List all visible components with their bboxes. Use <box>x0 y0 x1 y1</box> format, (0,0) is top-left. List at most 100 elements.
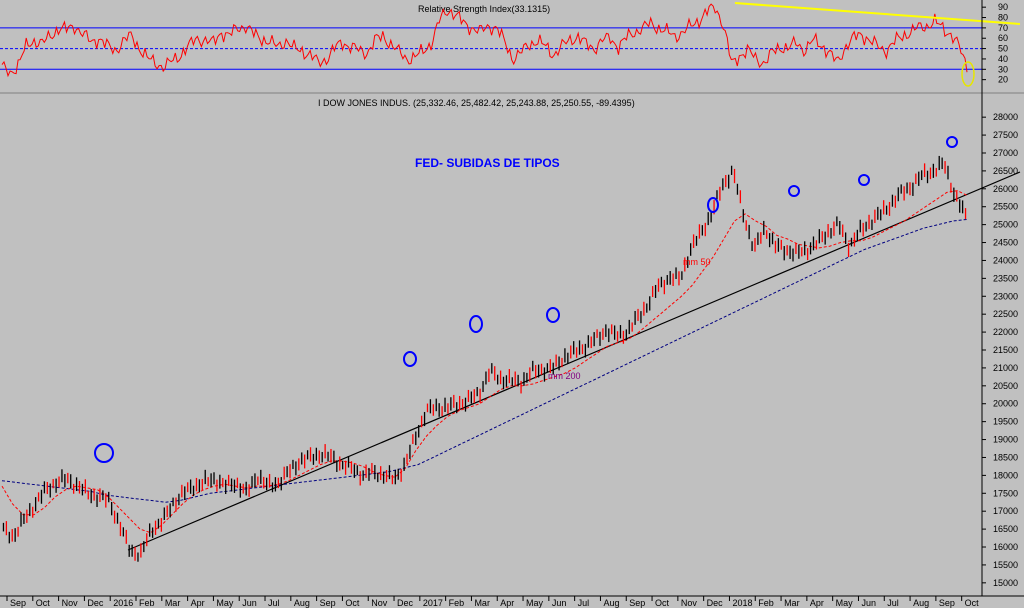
date-tick-label: May <box>526 598 544 608</box>
price-tick-label: 17500 <box>993 488 1018 498</box>
price-tick-label: 23500 <box>993 273 1018 283</box>
date-tick-label: Jun <box>861 598 876 608</box>
price-tick-label: 22000 <box>993 327 1018 337</box>
date-tick-label: 2017 <box>423 598 443 608</box>
rsi-highlight-ellipse <box>961 61 975 87</box>
rsi-trendline <box>734 2 1021 25</box>
date-tick-label: Nov <box>681 598 698 608</box>
date-axis: Sep Oct Nov Dec 2016 Feb Mar Apr May Jun Jul Aug Sep… <box>0 595 1024 608</box>
date-tick-label: 2016 <box>113 598 133 608</box>
date-tick-label: May <box>836 598 854 608</box>
rsi-tick-label: 70 <box>998 23 1008 33</box>
fed-circles <box>94 136 958 463</box>
date-tick-label: Jun <box>242 598 257 608</box>
date-tick-label: Oct <box>345 598 360 608</box>
price-bars <box>2 155 967 562</box>
rsi-tick-label: 50 <box>998 44 1008 54</box>
rsi-title: Relative Strength Index(33.1315) <box>418 4 550 14</box>
rsi-panel: Relative Strength Index(33.1315) 2030405… <box>0 0 1021 92</box>
fed-hike-circle <box>707 197 719 213</box>
date-tick-label: Sep <box>629 598 645 608</box>
date-tick-label: Oct <box>965 598 980 608</box>
ma50-label: mm 50 <box>683 257 711 267</box>
price-tick-label: 16000 <box>993 542 1018 552</box>
date-tick-label: 2018 <box>732 598 752 608</box>
price-tick-label: 26000 <box>993 184 1018 194</box>
price-tick-label: 23000 <box>993 291 1018 301</box>
date-tick-label: Feb <box>758 598 774 608</box>
rsi-tick-label: 40 <box>998 54 1008 64</box>
date-tick-label: Apr <box>500 598 514 608</box>
price-tick-label: 20500 <box>993 381 1018 391</box>
date-tick-label: Feb <box>449 598 465 608</box>
price-tick-label: 15000 <box>993 578 1018 588</box>
date-tick-label: Apr <box>191 598 205 608</box>
price-panel: I DOW JONES INDUS. (25,332.46, 25,482.42… <box>1 98 1021 588</box>
price-tick-label: 20000 <box>993 399 1018 409</box>
date-tick-label: Mar <box>784 598 800 608</box>
fed-hike-circle <box>546 307 560 323</box>
price-tick-label: 25000 <box>993 220 1018 230</box>
price-tick-label: 26500 <box>993 166 1018 176</box>
price-axis: 15000 15500 16000 16500 17000 17500 18000 18500… <box>982 112 1018 588</box>
date-tick-label: Nov <box>371 598 388 608</box>
date-tick-label: May <box>216 598 234 608</box>
ma50-line <box>1 190 969 534</box>
price-tick-label: 19500 <box>993 417 1018 427</box>
date-tick-label: Apr <box>810 598 824 608</box>
date-tick-label: Sep <box>10 598 26 608</box>
date-tick-label: Aug <box>294 598 310 608</box>
price-tick-label: 15500 <box>993 560 1018 570</box>
date-tick-label: Dec <box>397 598 414 608</box>
rsi-tick-label: 90 <box>998 2 1008 12</box>
date-tick-label: Jul <box>578 598 590 608</box>
ma200-label: mm 200 <box>548 371 581 381</box>
price-tick-label: 25500 <box>993 202 1018 212</box>
rsi-tick-label: 30 <box>998 64 1008 74</box>
price-tick-label: 24500 <box>993 238 1018 248</box>
date-tick-label: Aug <box>913 598 929 608</box>
price-tick-label: 24000 <box>993 255 1018 265</box>
rsi-tick-label: 20 <box>998 75 1008 85</box>
date-tick-label: Jul <box>268 598 280 608</box>
support-trendline <box>127 171 1021 551</box>
fed-hike-circle <box>469 315 483 333</box>
price-tick-label: 17000 <box>993 506 1018 516</box>
date-tick-label: Mar <box>165 598 181 608</box>
price-title: I DOW JONES INDUS. (25,332.46, 25,482.42… <box>318 98 635 108</box>
date-tick-label: Oct <box>655 598 670 608</box>
price-tick-label: 28000 <box>993 112 1018 122</box>
price-tick-label: 22500 <box>993 309 1018 319</box>
date-tick-label: Feb <box>139 598 155 608</box>
date-tick-label: Nov <box>62 598 79 608</box>
fed-hike-circle <box>94 443 114 463</box>
price-tick-label: 19000 <box>993 435 1018 445</box>
date-tick-label: Jul <box>887 598 899 608</box>
date-tick-label: Dec <box>707 598 724 608</box>
price-tick-label: 27000 <box>993 148 1018 158</box>
price-tick-label: 27500 <box>993 130 1018 140</box>
date-tick-label: Aug <box>603 598 619 608</box>
date-tick-label: Mar <box>474 598 490 608</box>
price-tick-label: 21000 <box>993 363 1018 373</box>
ma200-line <box>1 218 969 503</box>
price-tick-label: 18500 <box>993 452 1018 462</box>
price-tick-label: 16500 <box>993 524 1018 534</box>
fed-hike-circle <box>946 136 958 148</box>
fed-hike-circle <box>858 174 870 186</box>
date-tick-label: Sep <box>320 598 336 608</box>
date-tick-label: Dec <box>87 598 104 608</box>
fed-annotation: FED- SUBIDAS DE TIPOS <box>415 156 560 170</box>
date-tick-label: Sep <box>939 598 955 608</box>
fed-hike-circle <box>403 351 417 367</box>
price-tick-label: 21500 <box>993 345 1018 355</box>
rsi-line <box>1 3 968 78</box>
rsi-tick-label: 60 <box>998 33 1008 43</box>
rsi-tick-label: 80 <box>998 13 1008 23</box>
fed-hike-circle <box>788 185 800 197</box>
date-tick-label: Jun <box>552 598 567 608</box>
price-tick-label: 18000 <box>993 470 1018 480</box>
date-tick-label: Oct <box>36 598 51 608</box>
